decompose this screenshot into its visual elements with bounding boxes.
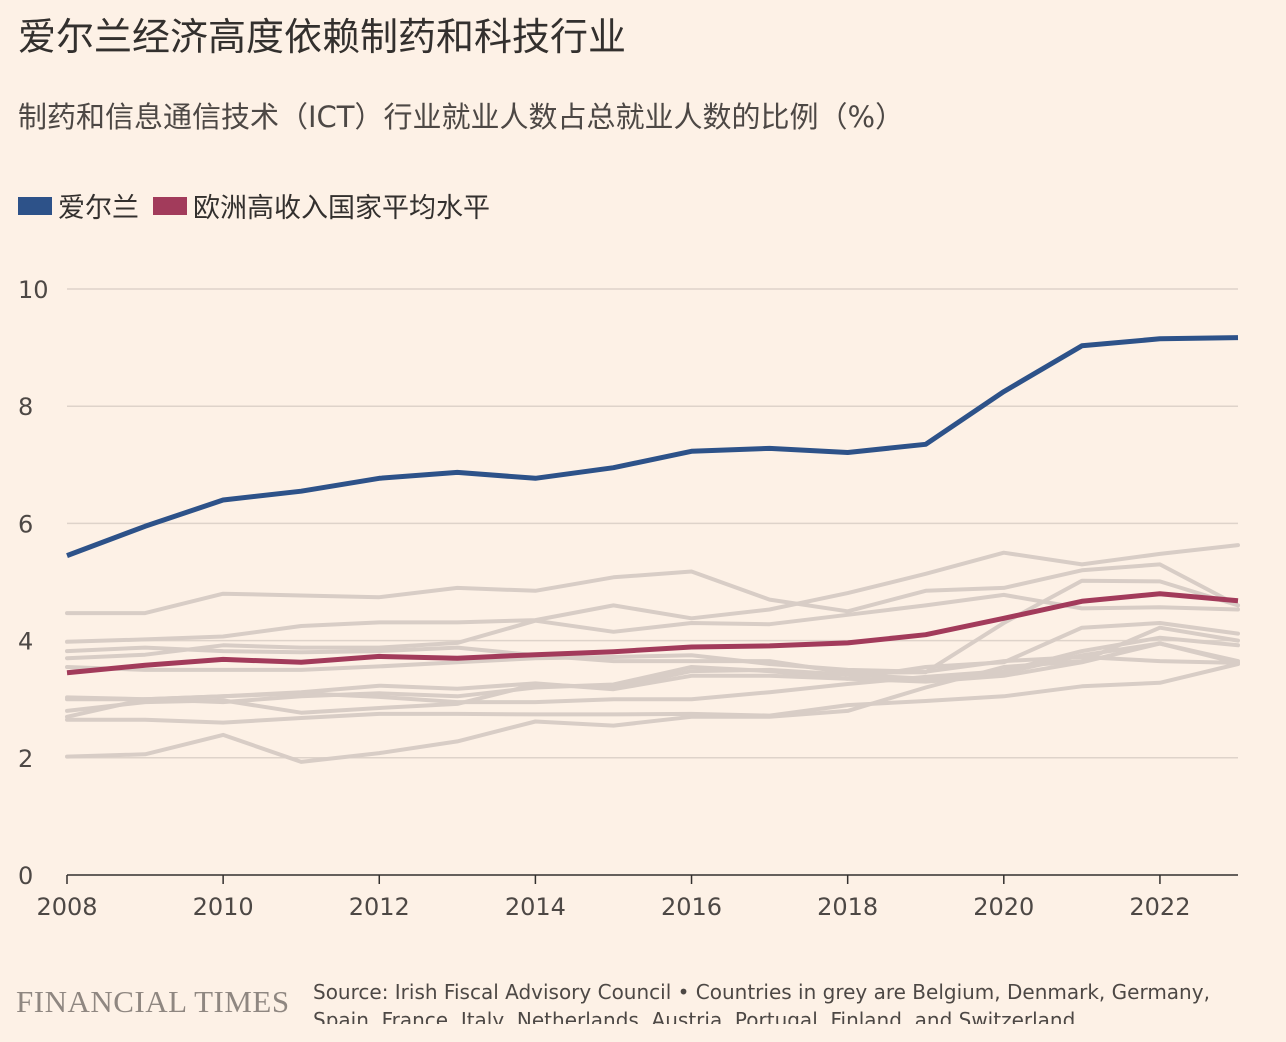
grey-country-line-4 [65,578,1240,675]
series-line-ireland [66,335,1239,558]
y-tick-label: 10 [18,276,49,304]
grey-country-line-11 [65,625,1240,764]
y-tick-label: 0 [18,862,33,890]
source-note: Source: Irish Fiscal Advisory Council • … [313,980,1210,1024]
legend-label-average: 欧洲高收入国家平均水平 [193,193,490,224]
legend-item-average: 欧洲高收入国家平均水平 [153,186,490,225]
x-tick-label: 2022 [1129,893,1190,921]
y-tick-label: 8 [18,393,33,421]
y-tick-label: 2 [18,745,33,773]
x-tick-label: 2016 [661,893,722,921]
grey-country-line-2 [65,543,1240,644]
x-tick-label: 2020 [973,893,1034,921]
chart-title: 爱尔兰经济高度依赖制药和科技行业 [18,15,627,59]
y-tick-label: 4 [18,628,33,656]
ft-logo: FINANCIAL TIMES [16,984,290,1019]
legend-swatch-ireland [18,196,52,215]
chart-subtitle: 制药和信息通信技术（ICT）行业就业人数占总就业人数的比例（%） [18,100,905,134]
x-tick-label: 2008 [36,893,97,921]
grey-country-line-9 [65,662,1240,725]
legend: 爱尔兰 欧洲高收入国家平均水平 [18,186,504,225]
legend-item-ireland: 爱尔兰 [18,186,139,225]
legend-swatch-average [153,196,187,215]
x-tick-label: 2010 [193,893,254,921]
grey-country-line-7 [65,635,1240,705]
x-tick-label: 2012 [349,893,410,921]
x-tick-label: 2018 [817,893,878,921]
series-line-average [66,591,1239,676]
line-chart: 0 2 4 6 8 10 2008 2010 2012 2014 2016 2018 2020 2022 [18,276,1240,921]
x-tick-label: 2014 [505,893,566,921]
legend-label-ireland: 爱尔兰 [58,193,139,224]
grey-country-line-10 [65,641,1240,719]
y-tick-label: 6 [18,510,33,538]
grey-country-line-1 [65,562,1240,616]
